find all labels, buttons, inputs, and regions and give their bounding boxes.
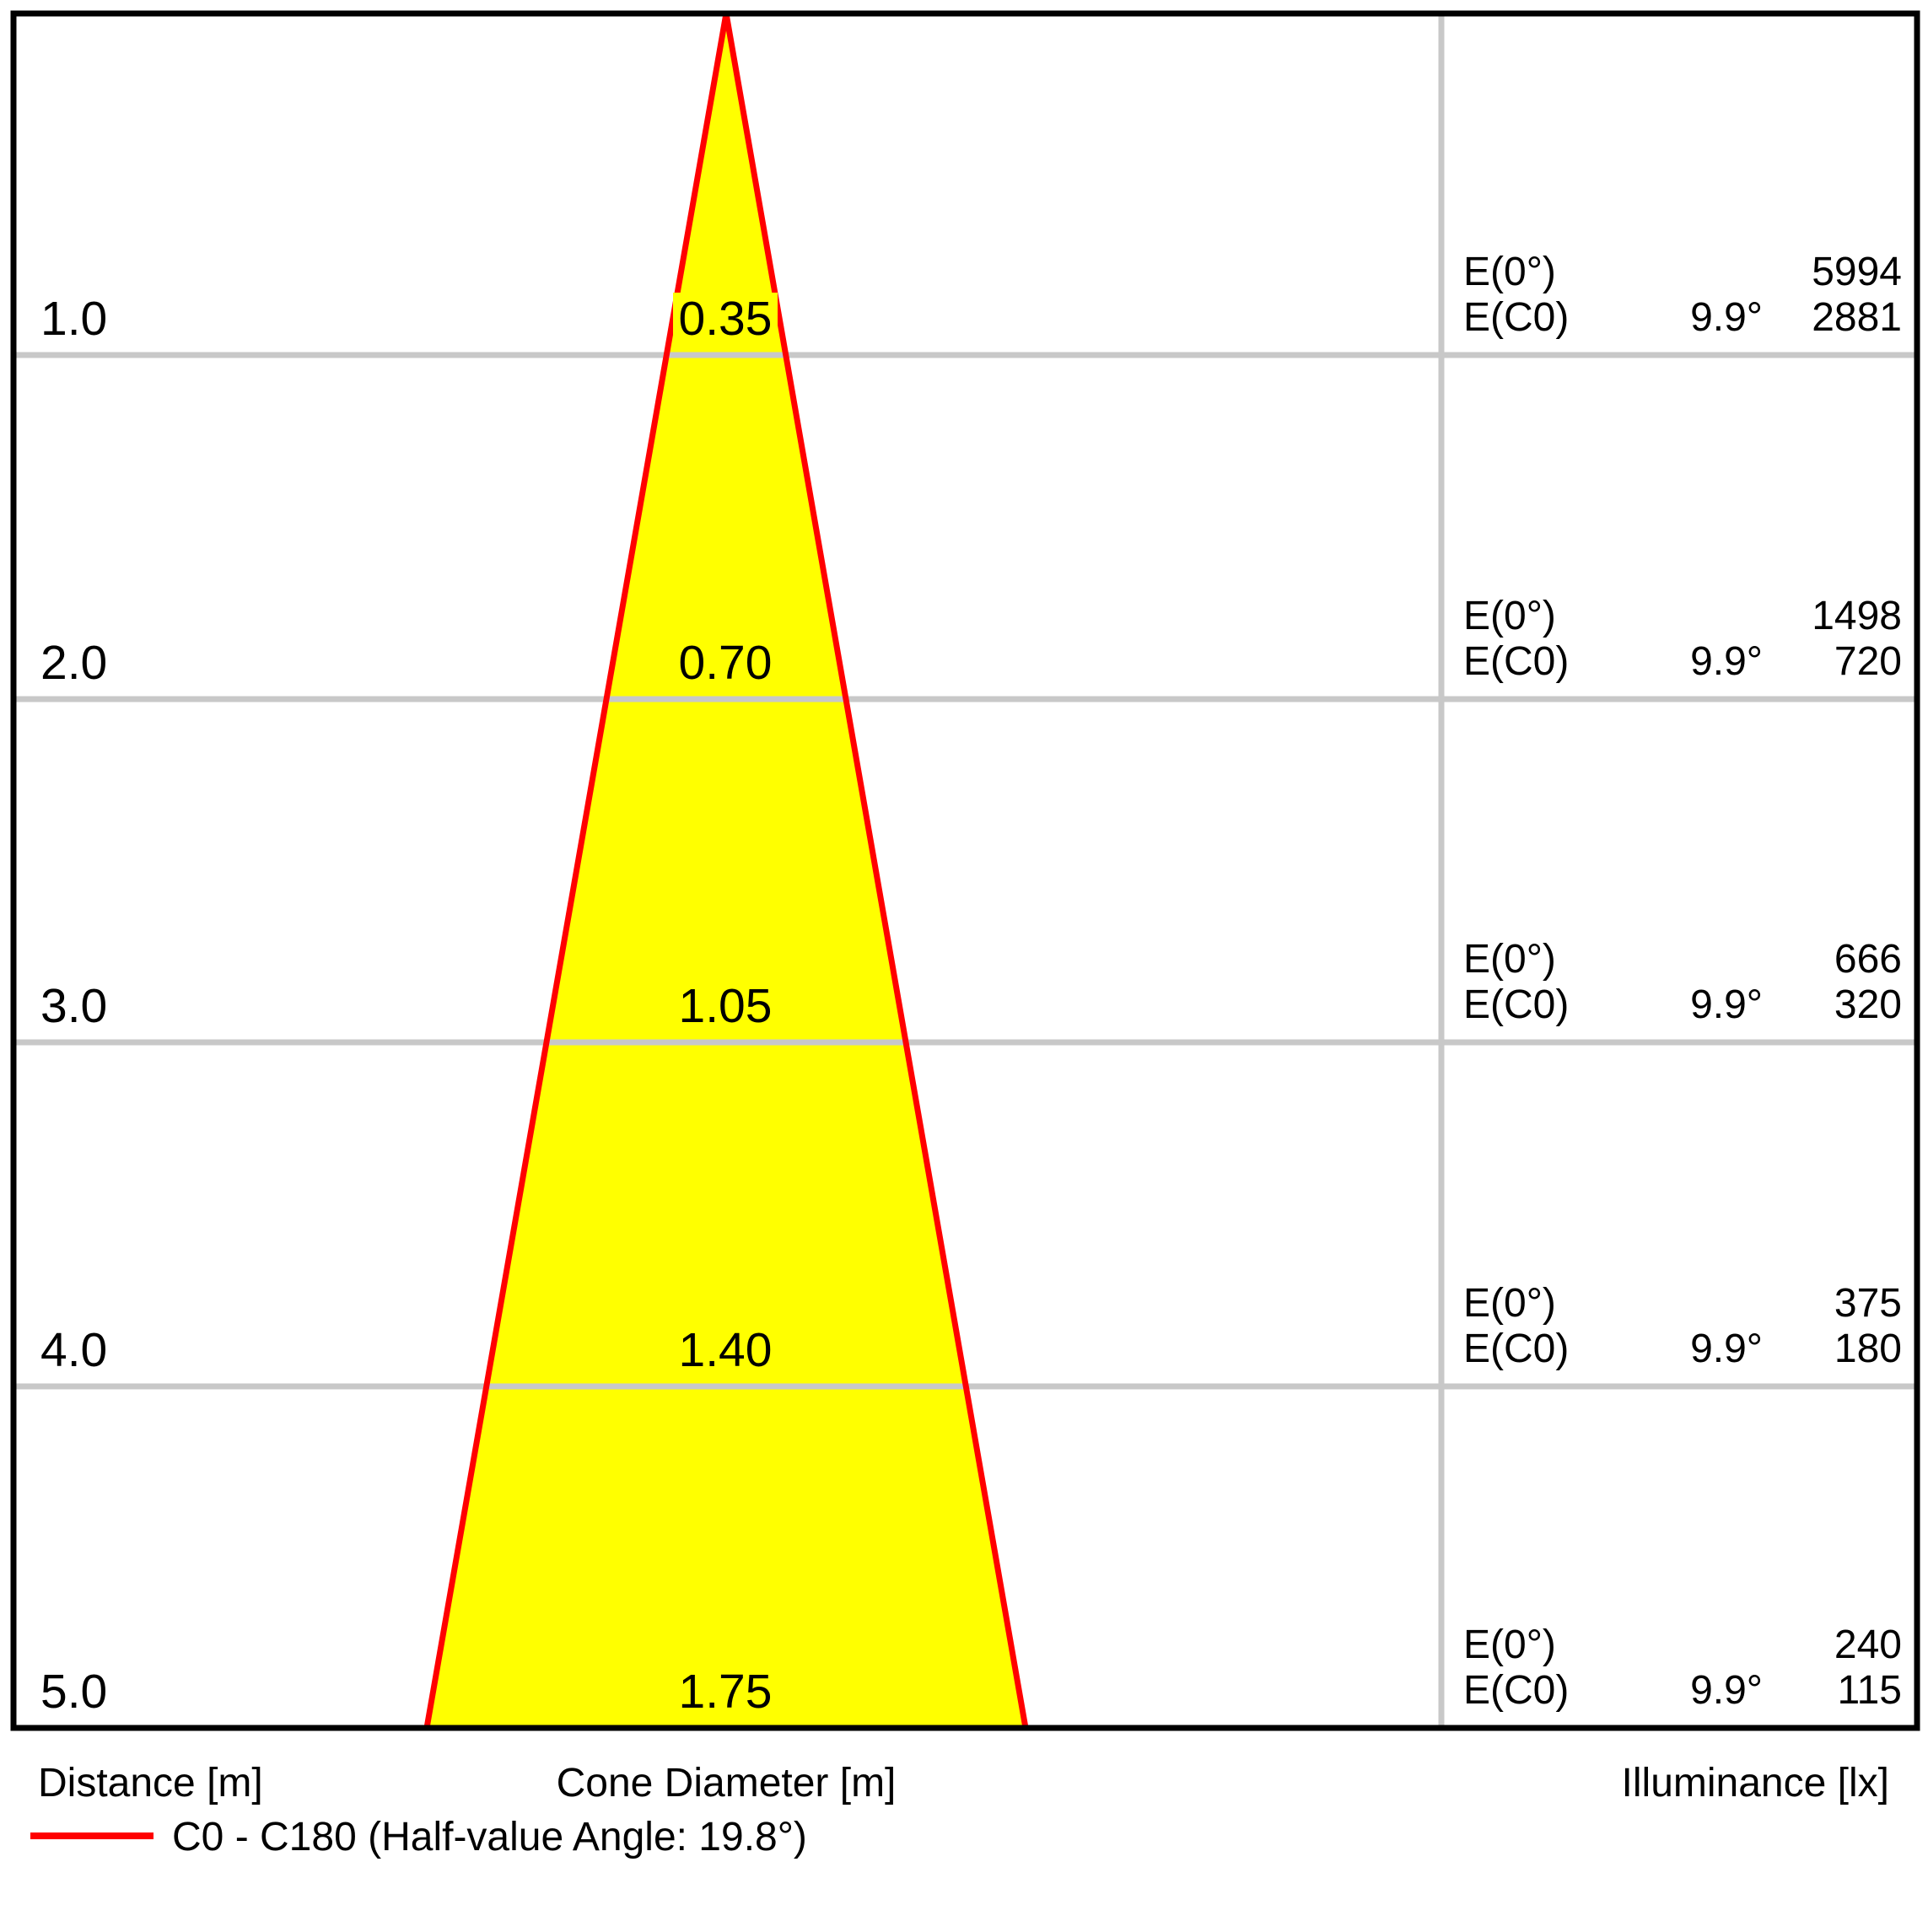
e0-label: E(0°) [1463, 250, 1556, 294]
ec0-value: 180 [1834, 1327, 1902, 1371]
e0-label: E(0°) [1463, 1623, 1556, 1667]
ec0-value: 720 [1834, 639, 1902, 684]
cone-label-plate [673, 1324, 778, 1375]
cone-diameter-axis-label: Cone Diameter [m] [557, 1761, 897, 1806]
ec0-label: E(C0) [1463, 639, 1569, 684]
cone-label-plate [673, 293, 778, 343]
cone-label-plate [673, 1666, 778, 1716]
e0-label: E(0°) [1463, 594, 1556, 638]
e0-value: 240 [1834, 1623, 1902, 1667]
e0-value: 1498 [1812, 594, 1902, 638]
cone-diameter-value: 1.05 [679, 979, 773, 1033]
e0-value: 5994 [1812, 250, 1902, 294]
cone-diameter-value: 1.75 [679, 1665, 773, 1719]
distance-value: 2.0 [40, 636, 107, 690]
distance-value: 4.0 [40, 1323, 107, 1377]
distance-value: 3.0 [40, 979, 107, 1033]
light-cone-fill [427, 13, 1026, 1728]
distance-axis-label: Distance [m] [38, 1761, 263, 1806]
cone-label-plate [673, 980, 778, 1031]
ec0-angle: 9.9° [1690, 1668, 1763, 1713]
cone-diameter-value: 0.35 [679, 292, 773, 346]
ec0-label: E(C0) [1463, 1327, 1569, 1371]
ec0-label: E(C0) [1463, 1668, 1569, 1713]
illuminance-axis-label: Illuminance [lx] [1622, 1761, 1889, 1806]
e0-label: E(0°) [1463, 1281, 1556, 1326]
cone-diameter-value: 0.70 [679, 636, 773, 690]
distance-value: 5.0 [40, 1665, 107, 1719]
ec0-angle: 9.9° [1690, 1327, 1763, 1371]
cone-diameter-value: 1.40 [679, 1323, 773, 1377]
ec0-value: 320 [1834, 982, 1902, 1027]
ec0-value: 115 [1837, 1668, 1902, 1713]
ec0-angle: 9.9° [1690, 639, 1763, 684]
distance-value: 1.0 [40, 292, 107, 346]
ec0-angle: 9.9° [1690, 295, 1763, 340]
ec0-label: E(C0) [1463, 982, 1569, 1027]
ec0-value: 2881 [1812, 295, 1902, 340]
ec0-label: E(C0) [1463, 295, 1569, 340]
ec0-angle: 9.9° [1690, 982, 1763, 1027]
table-border [10, 10, 1920, 1731]
e0-label: E(0°) [1463, 937, 1556, 982]
legend-label: C0 - C180 (Half-value Angle: 19.8°) [172, 1815, 807, 1859]
cone-label-plate [673, 637, 778, 687]
e0-value: 666 [1834, 937, 1902, 982]
e0-value: 375 [1834, 1281, 1902, 1326]
